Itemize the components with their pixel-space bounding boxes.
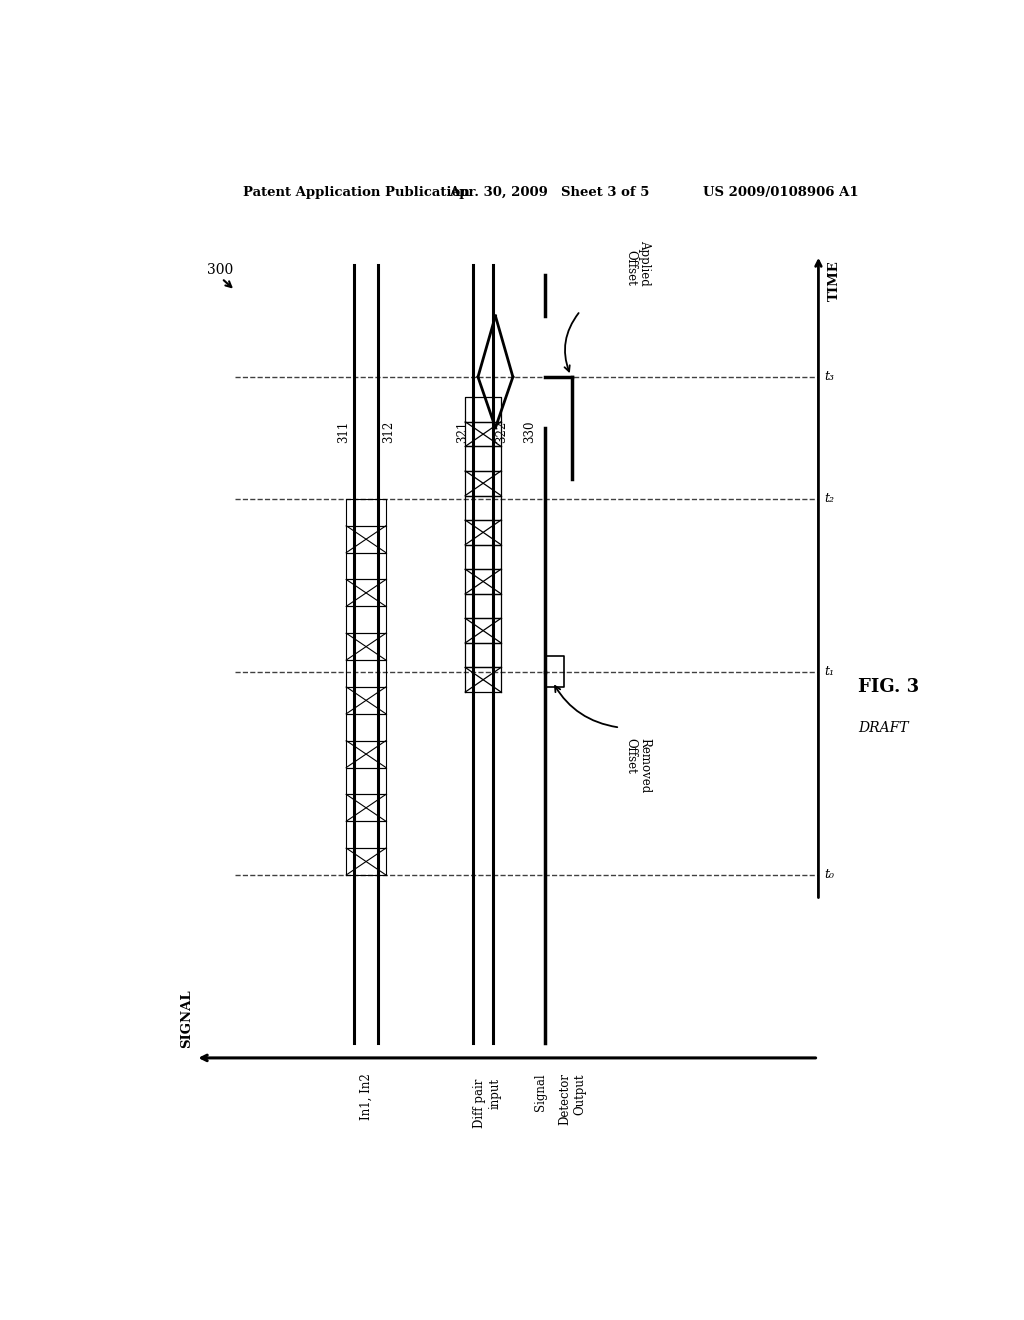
Text: t₁: t₁ — [824, 665, 835, 678]
Text: US 2009/0108906 A1: US 2009/0108906 A1 — [703, 186, 859, 199]
Text: 300: 300 — [207, 263, 233, 277]
Text: Sheet 3 of 5: Sheet 3 of 5 — [560, 186, 649, 199]
Text: Diff pair: Diff pair — [473, 1078, 485, 1127]
Text: 321: 321 — [457, 421, 469, 444]
Text: t₃: t₃ — [824, 371, 835, 383]
Text: Applied: Applied — [638, 240, 651, 285]
Text: Signal: Signal — [535, 1073, 547, 1111]
Text: 312: 312 — [382, 421, 395, 444]
Text: t₂: t₂ — [824, 492, 835, 506]
Text: TIME: TIME — [828, 260, 841, 301]
Text: Detector: Detector — [558, 1073, 571, 1125]
Text: FIG. 3: FIG. 3 — [858, 678, 920, 696]
Text: SIGNAL: SIGNAL — [180, 989, 194, 1048]
Text: Apr. 30, 2009: Apr. 30, 2009 — [450, 186, 548, 199]
Text: Offset: Offset — [624, 738, 637, 774]
Text: Output: Output — [573, 1073, 587, 1114]
Text: Removed: Removed — [638, 738, 651, 793]
Text: DRAFT: DRAFT — [858, 721, 908, 735]
Text: Offset: Offset — [624, 249, 637, 285]
Text: 311: 311 — [337, 421, 350, 444]
Text: In1, In2: In1, In2 — [359, 1073, 373, 1119]
Text: input: input — [488, 1078, 502, 1109]
Text: t₀: t₀ — [824, 869, 835, 882]
Text: 330: 330 — [523, 421, 537, 444]
Text: 322: 322 — [496, 421, 509, 444]
Text: Patent Application Publication: Patent Application Publication — [243, 186, 470, 199]
